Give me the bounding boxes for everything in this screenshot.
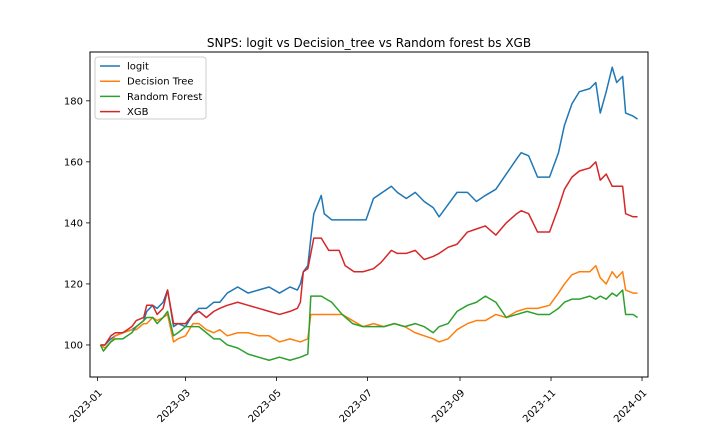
y-tick-label: 180 — [64, 96, 83, 107]
series-line-random-forest — [99, 289, 638, 361]
y-tick-label: 140 — [64, 218, 83, 229]
chart-title: SNPS: logit vs Decision_tree vs Random f… — [207, 36, 531, 50]
series-line-xgb — [100, 161, 638, 346]
legend-label: Random Forest — [127, 92, 202, 103]
legend-label: logit — [127, 62, 149, 73]
plot-frame — [89, 51, 649, 378]
series-layer — [99, 66, 638, 361]
y-tick-label: 120 — [64, 279, 83, 290]
legend-box — [94, 56, 207, 120]
legend: logit Decision Tree Random Forest XGB — [94, 56, 207, 120]
y-tick-label: 100 — [64, 340, 83, 351]
legend-label: XGB — [127, 107, 149, 118]
legend-label: Decision Tree — [127, 77, 194, 88]
y-tick-label: 160 — [64, 157, 83, 168]
y-axis: 100 120 140 160 180 — [64, 96, 90, 351]
